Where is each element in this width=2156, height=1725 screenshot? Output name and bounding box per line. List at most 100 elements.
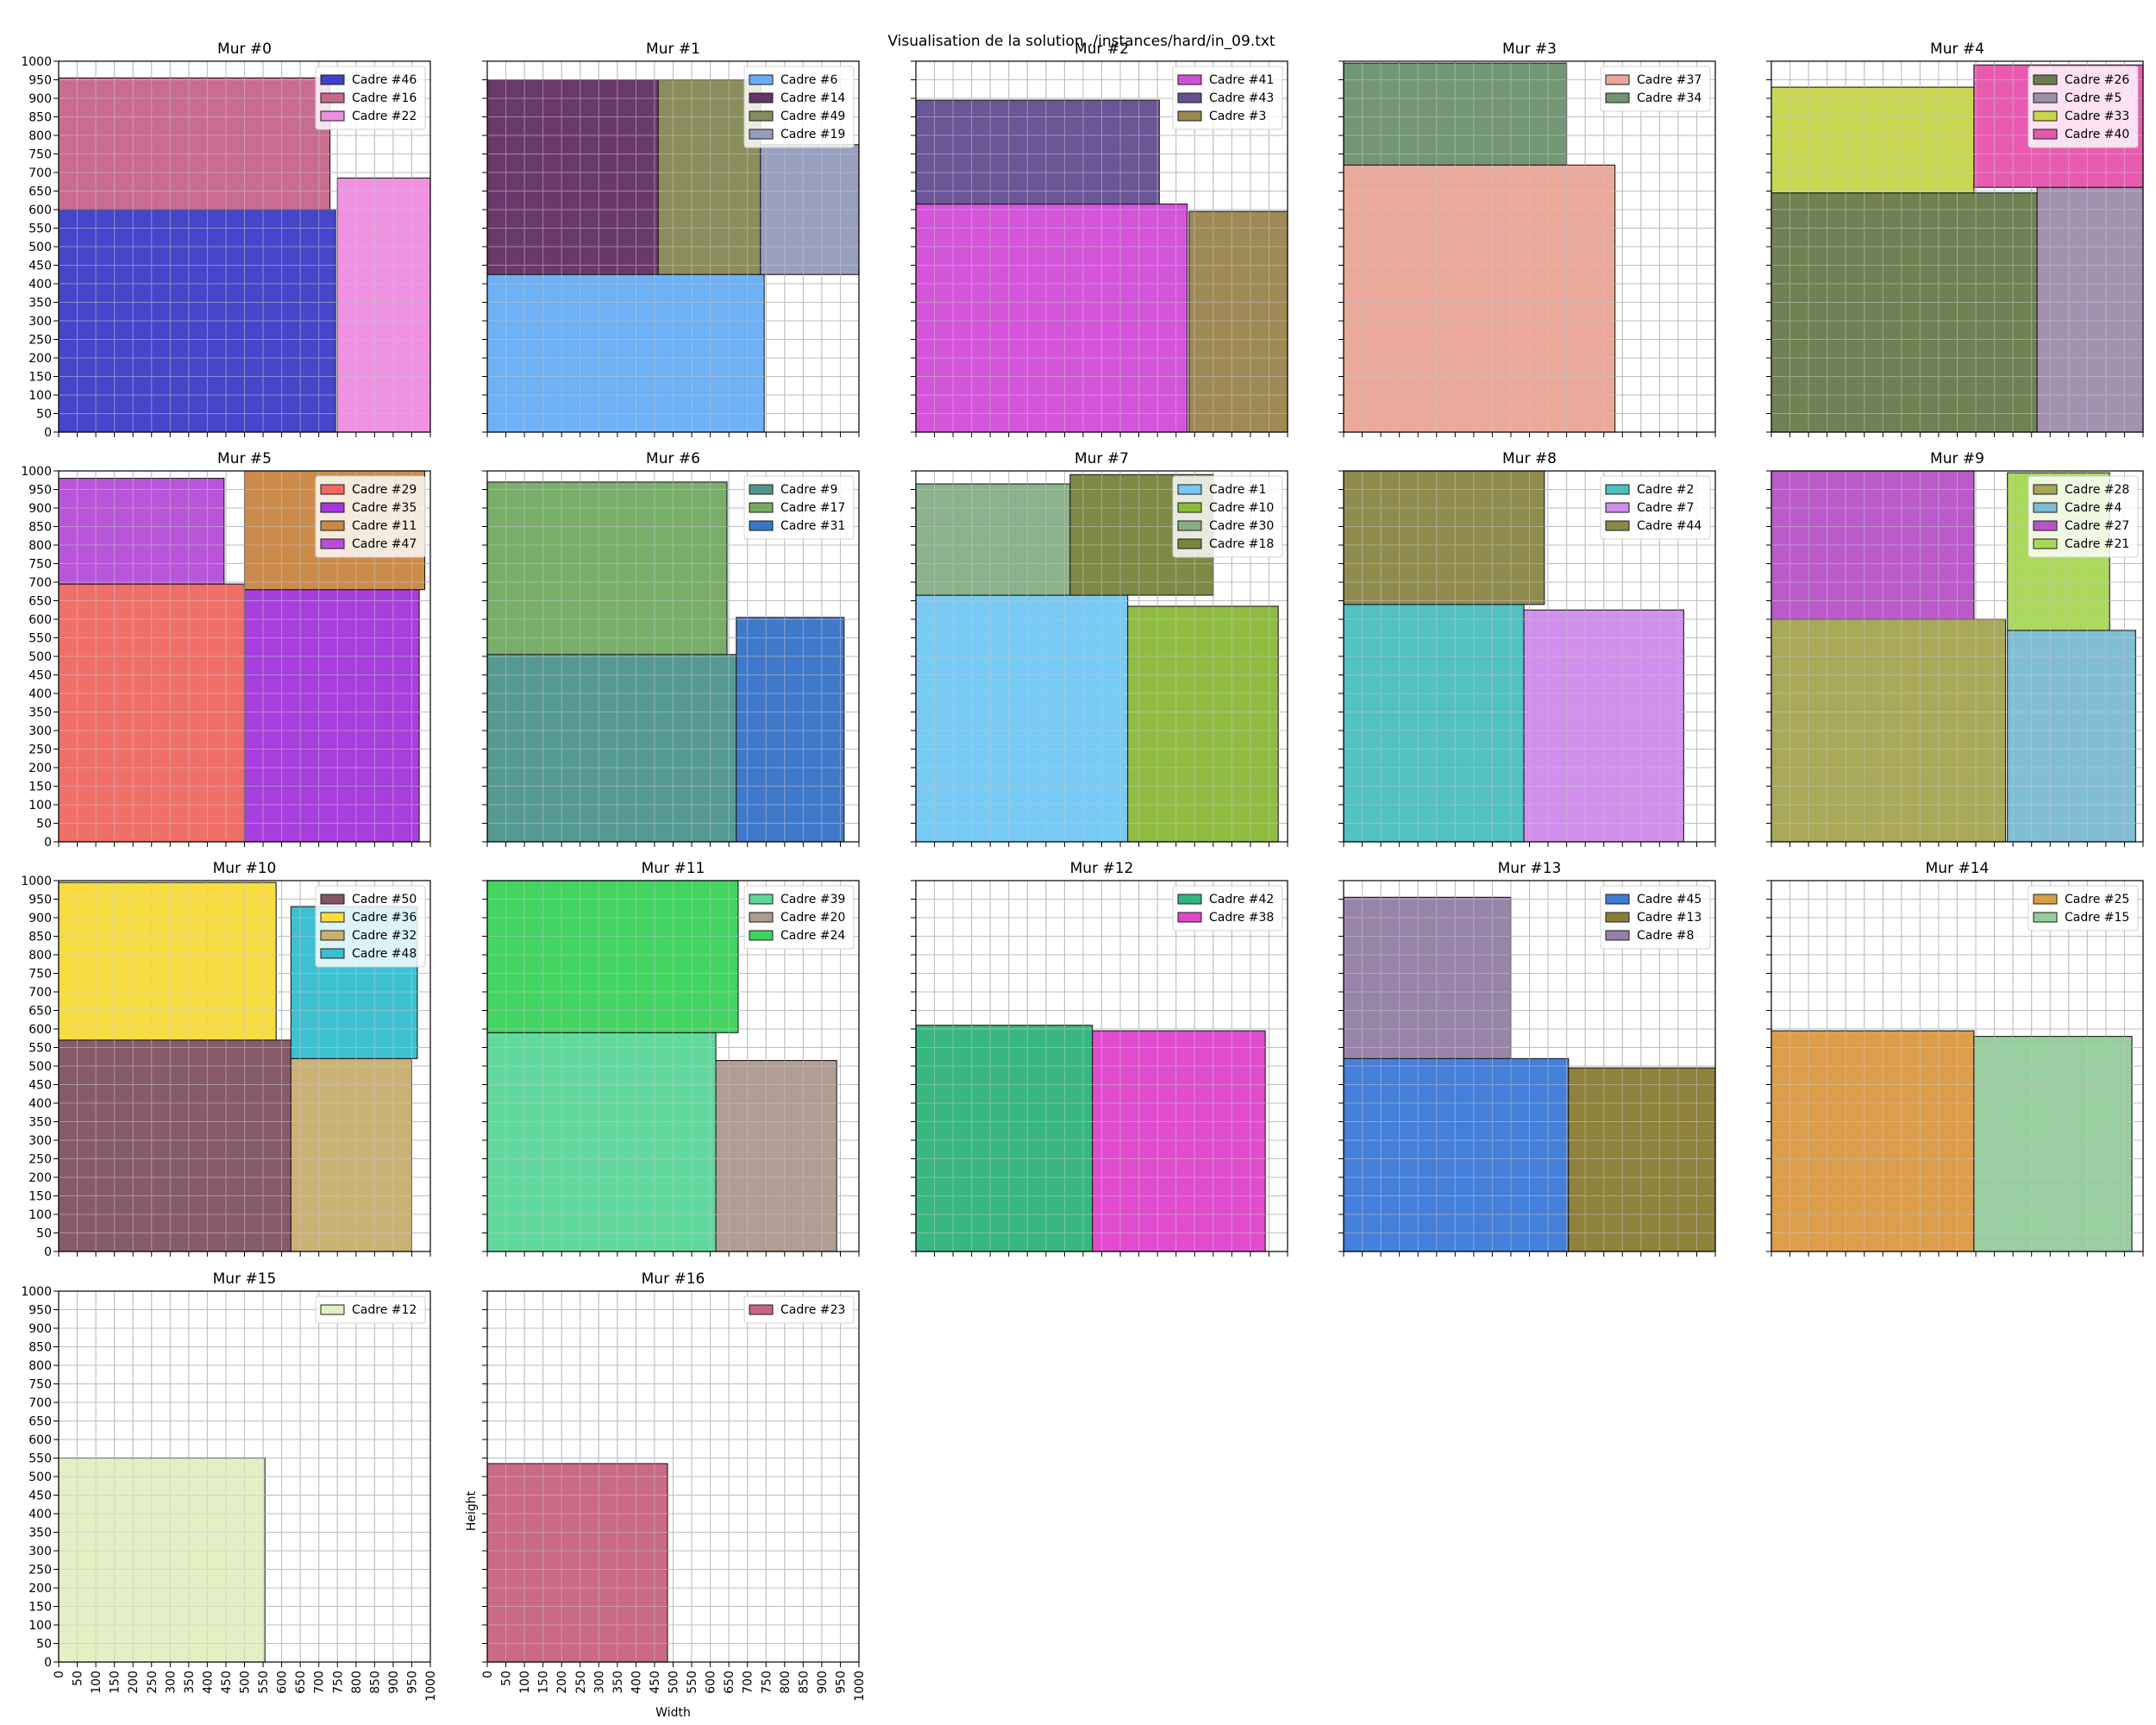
axes-frame — [915, 880, 1288, 1252]
frame-rect — [58, 478, 225, 585]
legend-swatch — [1605, 912, 1630, 923]
y-tick-label: 1000 — [21, 875, 52, 888]
legend-swatch — [749, 110, 774, 122]
x-tick-label: 800 — [779, 1671, 793, 1694]
legend-label: Cadre #40 — [2065, 128, 2129, 141]
legend-label: Cadre #6 — [780, 73, 837, 87]
legend-label: Cadre #25 — [2065, 893, 2129, 906]
x-tick-label: 850 — [368, 1671, 382, 1694]
legend-label: Cadre #31 — [780, 519, 845, 533]
legend-label: Cadre #13 — [1637, 911, 1702, 925]
legend-swatch — [2033, 894, 2058, 905]
legend-swatch — [1177, 912, 1202, 923]
legend-swatch — [749, 930, 774, 941]
frame-rect — [1343, 896, 1512, 1059]
legend-swatch — [749, 1304, 774, 1315]
figure-title: Visualisation de la solution ./instances… — [887, 33, 1275, 50]
frame-rect — [1343, 1057, 1570, 1252]
wall-title: Mur #9 — [1930, 450, 1984, 467]
y-tick-label: 950 — [28, 894, 52, 907]
frame-rect — [486, 1032, 717, 1252]
x-tick-label: 50 — [72, 1671, 85, 1686]
y-tick-label: 750 — [28, 558, 52, 572]
legend-label: Cadre #10 — [1209, 501, 1274, 515]
legend-label: Cadre #43 — [1209, 91, 1274, 105]
legend: Cadre #39 Cadre #20 Cadre #24 — [743, 885, 855, 950]
legend-swatch — [2033, 92, 2058, 104]
wall-axes: Mur #13 Cadre #45 Cadre #13 Cadre #8 — [1338, 860, 1716, 1257]
legend-swatch — [1605, 930, 1630, 941]
legend: Cadre #23 — [743, 1295, 855, 1324]
y-tick-label: 850 — [28, 111, 52, 125]
x-tick-label: 700 — [742, 1671, 755, 1694]
legend-label: Cadre #47 — [352, 537, 417, 551]
frame-rect — [915, 483, 1071, 596]
legend: Cadre #46 Cadre #16 Cadre #22 — [315, 66, 426, 130]
frame-rect — [1343, 164, 1616, 433]
y-tick-label: 300 — [28, 1134, 52, 1148]
y-tick-label: 750 — [28, 148, 52, 162]
x-tick-label: 350 — [611, 1671, 625, 1694]
frame-rect — [915, 204, 1188, 433]
wall-axes: Mur #6 Cadre #9 Cadre #17 Cadre #31 — [482, 450, 860, 847]
y-tick-label: 50 — [36, 1227, 52, 1241]
y-tick-label: 500 — [28, 1471, 52, 1484]
y-tick-label: 800 — [28, 1359, 52, 1373]
frame-rect — [1092, 1030, 1266, 1252]
legend-label: Cadre #8 — [1637, 929, 1694, 943]
wall-title: Mur #2 — [1075, 41, 1129, 58]
legend-label: Cadre #29 — [352, 483, 417, 497]
legend-swatch — [1177, 110, 1202, 122]
x-tick-label: 400 — [201, 1671, 215, 1694]
wall-axes: Mur #1 Cadre #6 Cadre #14 Cadre #49 Cadre #1… — [482, 41, 860, 437]
legend-swatch — [749, 74, 774, 85]
x-tick-label: 50 — [500, 1671, 514, 1686]
legend: Cadre #29 Cadre #35 Cadre #11 Cadre #47 — [315, 475, 426, 558]
y-tick-label: 0 — [44, 836, 52, 850]
x-tick-label: 700 — [313, 1671, 327, 1694]
wall-axes: 0 50 100 150 200 250 300 350 400 450 500 550 600 650 7… — [465, 1270, 867, 1720]
axes-frame — [58, 60, 431, 433]
y-tick-label: 0 — [44, 1656, 52, 1670]
legend-label: Cadre #27 — [2065, 519, 2129, 533]
legend-swatch — [320, 894, 345, 905]
frame-rect — [2007, 630, 2136, 843]
axes-layer: 0501001502002503003504004505005506006507… — [21, 41, 2144, 1720]
wall-axes: Mur #12 Cadre #42 Cadre #38 — [911, 860, 1288, 1257]
legend: Cadre #28 Cadre #4 Cadre #27 Cadre #21 — [2028, 475, 2139, 558]
frame-rect — [336, 177, 431, 433]
y-tick-label: 50 — [36, 1638, 52, 1652]
y-tick-label: 0 — [44, 1245, 52, 1259]
legend-label: Cadre #2 — [1637, 483, 1694, 497]
legend-box — [1172, 475, 1283, 558]
x-tick-label: 150 — [537, 1671, 551, 1694]
y-tick-label: 800 — [28, 949, 52, 963]
y-tick-label: 0 — [44, 426, 52, 440]
legend: Cadre #45 Cadre #13 Cadre #8 — [1600, 885, 1711, 950]
legend-label: Cadre #49 — [780, 110, 845, 123]
y-tick-label: 700 — [28, 986, 52, 1000]
axes-frame — [915, 470, 1288, 843]
y-tick-label: 300 — [28, 1545, 52, 1559]
y-tick-label: 250 — [28, 334, 52, 348]
x-tick-label: 0 — [481, 1671, 495, 1678]
axes-frame — [1771, 60, 2144, 433]
wall-axes: 00 50 50 100 100 150 150 200 200 250 250 300 300 350 3… — [21, 1270, 438, 1702]
y-tick-label: 100 — [28, 1619, 52, 1633]
y-tick-label: 700 — [28, 1396, 52, 1410]
y-tick-label: 400 — [28, 278, 52, 292]
legend-swatch — [320, 912, 345, 923]
legend: Cadre #12 — [315, 1295, 426, 1324]
y-tick-label: 100 — [28, 1208, 52, 1222]
y-tick-label: 550 — [28, 223, 52, 236]
legend-swatch — [749, 92, 774, 104]
wall-axes: Mur #4 Cadre #26 Cadre #5 Cadre #33 Cadre #4… — [1766, 41, 2144, 437]
y-tick-label: 250 — [28, 1564, 52, 1578]
legend-label: Cadre #11 — [352, 519, 417, 533]
legend-swatch — [1177, 894, 1202, 905]
x-tick-label: 800 — [350, 1671, 364, 1694]
y-tick-label: 600 — [28, 1433, 52, 1447]
x-tick-label: 450 — [220, 1671, 234, 1694]
frame-rect — [657, 78, 761, 275]
y-tick-label: 300 — [28, 724, 52, 738]
